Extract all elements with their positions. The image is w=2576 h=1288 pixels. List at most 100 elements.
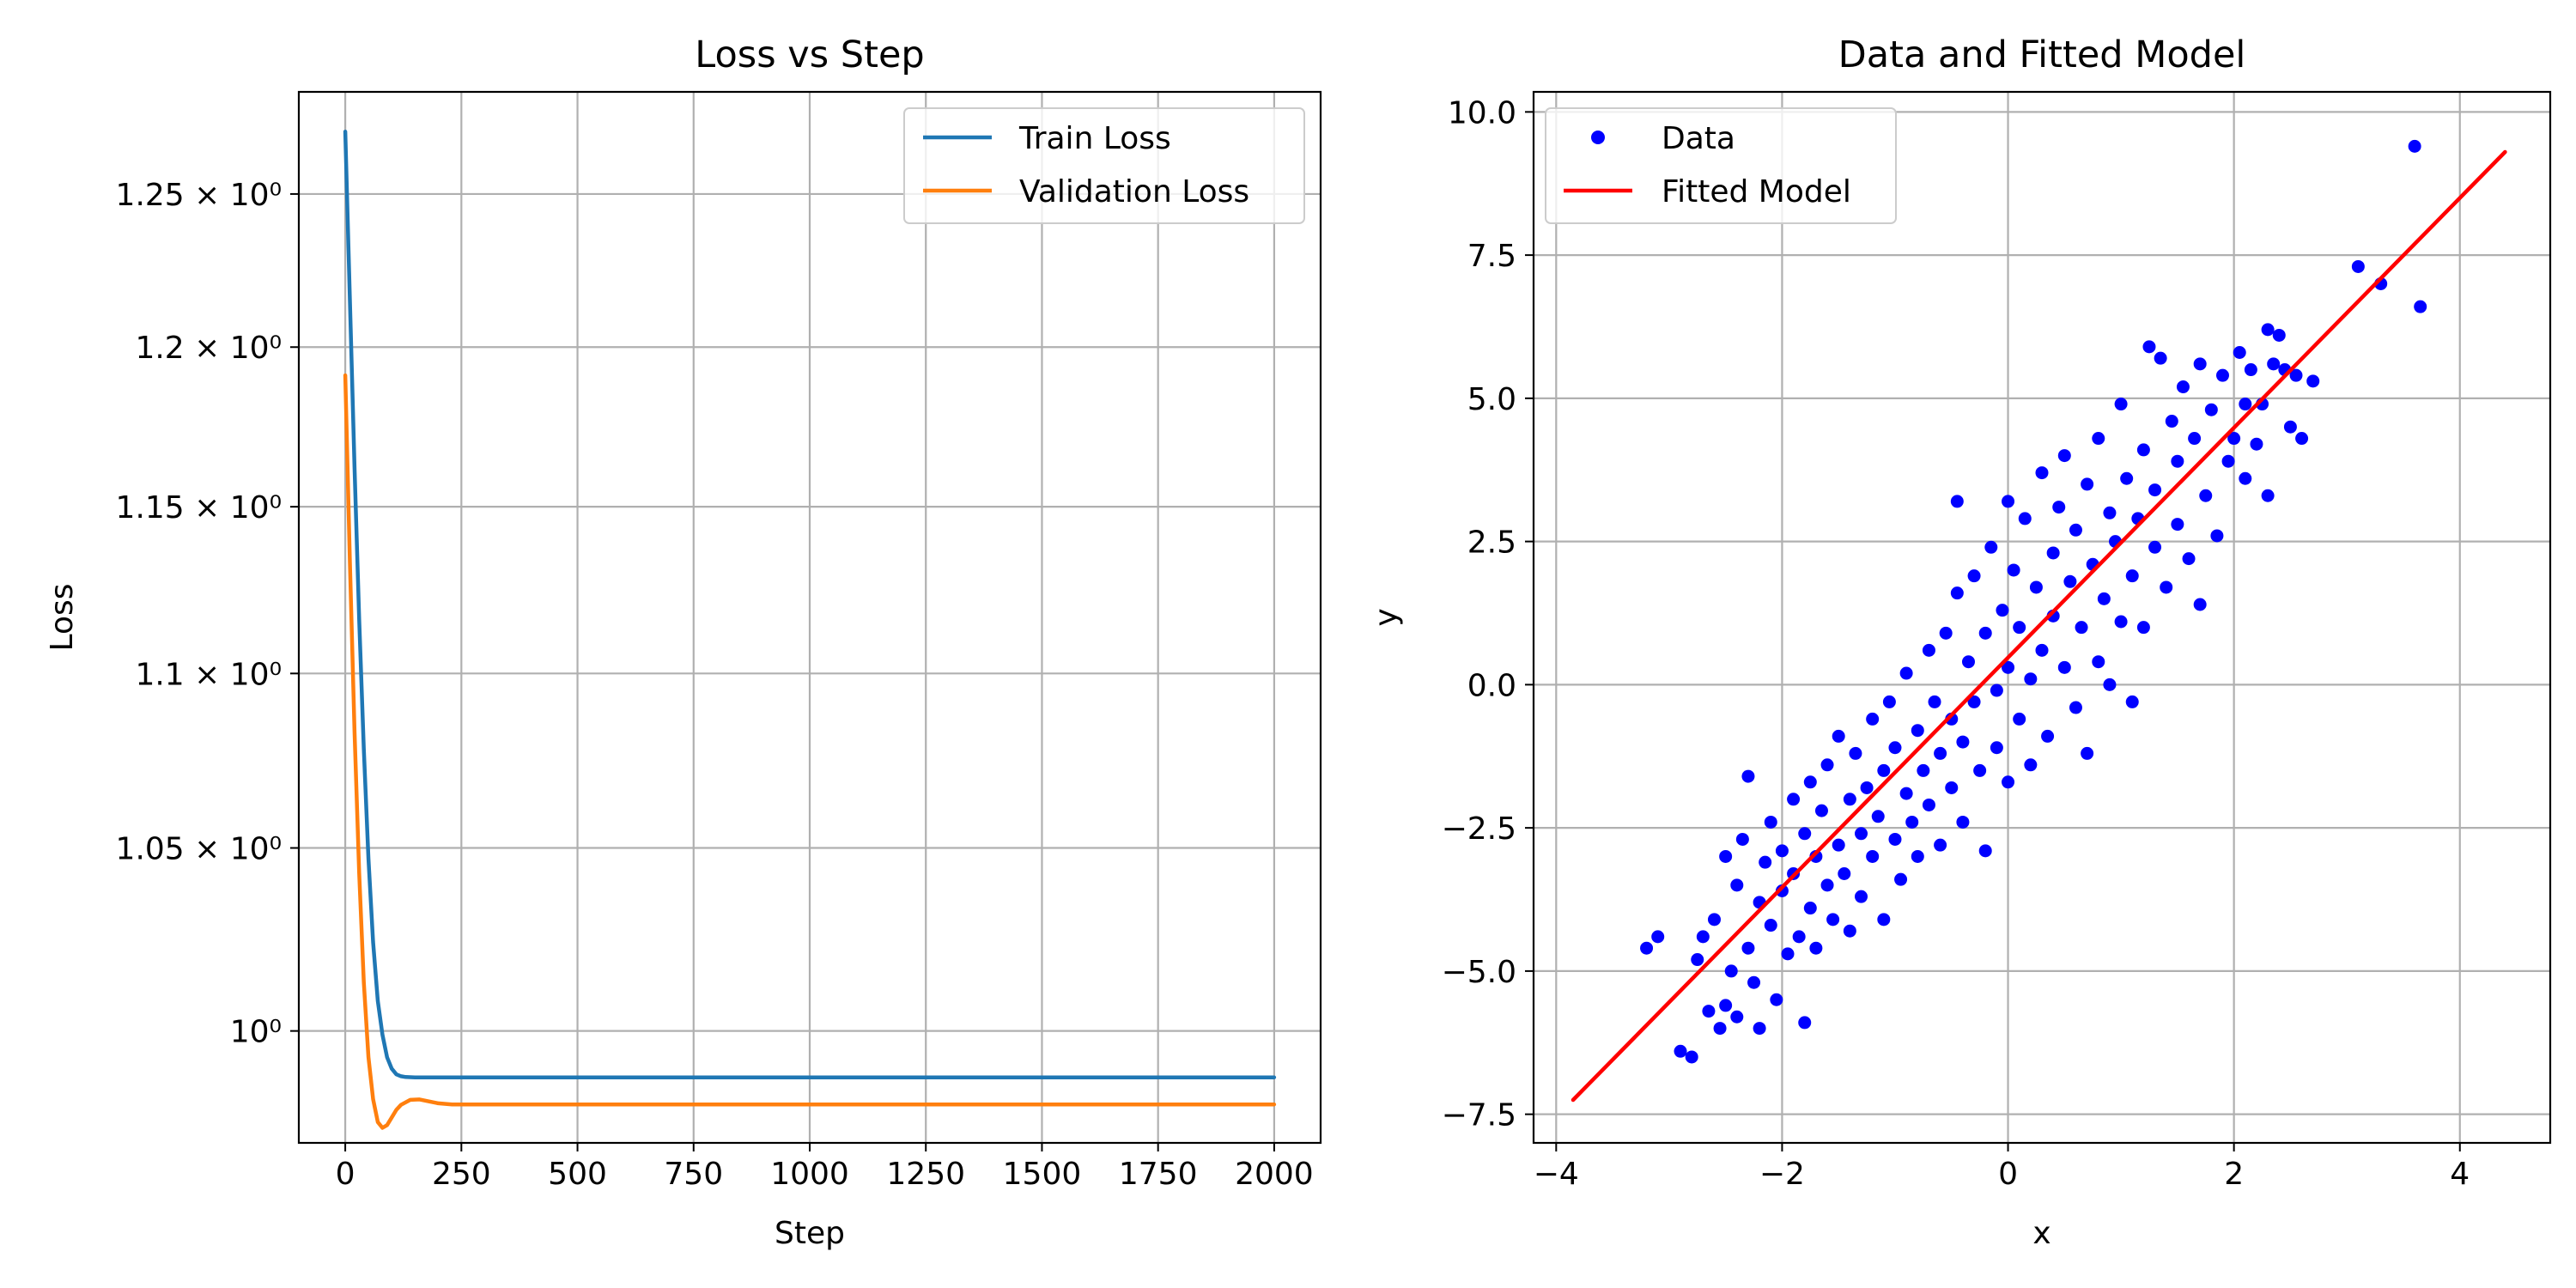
data-point <box>1735 832 1749 846</box>
loss-chart-grid <box>299 92 1321 1143</box>
data-point <box>2289 368 2303 382</box>
data-point <box>2002 495 2015 508</box>
x-tick-label: 2 <box>2224 1157 2244 1192</box>
data-point <box>2013 712 2026 726</box>
x-tick-label: 4 <box>2450 1157 2470 1192</box>
y-tick-label: 10⁰ <box>230 1015 282 1050</box>
data-point <box>2103 506 2117 519</box>
data-point <box>2233 345 2246 359</box>
train-loss-line <box>343 129 1277 1079</box>
y-tick-label: −5.0 <box>1442 955 1516 990</box>
x-tick-label: 500 <box>548 1157 607 1192</box>
data-point <box>2188 432 2202 446</box>
x-tick-label: 250 <box>432 1157 491 1192</box>
data-point <box>2063 574 2077 588</box>
data-point <box>1899 666 1913 680</box>
data-point <box>2002 660 2015 674</box>
data-point <box>1775 884 1789 898</box>
data-point <box>1905 815 1919 829</box>
loss-chart-legend-box <box>903 107 1305 224</box>
loss-chart-ylabel: Loss <box>45 584 80 652</box>
data-point <box>2148 540 2162 554</box>
data-point <box>1849 746 1862 760</box>
x-tick-label: 0 <box>336 1157 355 1192</box>
data-point <box>1843 793 1856 806</box>
data-point <box>2136 443 2150 457</box>
data-point <box>1809 941 1823 955</box>
x-tick-label: 750 <box>664 1157 723 1192</box>
loss-chart-legend: Train Loss Validation Loss <box>903 107 1305 224</box>
data-point <box>1803 775 1817 789</box>
loss-chart-series <box>343 129 1277 1130</box>
data-point <box>1730 878 1744 892</box>
loss-chart-title: Loss vs Step <box>695 33 924 76</box>
data-point <box>2097 592 2111 605</box>
data-point <box>1967 569 1981 583</box>
data-point <box>1674 1044 1687 1058</box>
data-point <box>2306 374 2320 388</box>
data-point <box>1888 832 1902 846</box>
data-point <box>2239 398 2252 411</box>
legend-fitted-model-label: Fitted Model <box>1662 174 1851 210</box>
data-point <box>1866 712 1880 726</box>
data-point <box>1820 878 1834 892</box>
data-point <box>1984 540 1998 554</box>
data-point <box>2052 501 2066 514</box>
fit-chart-legend: Data Fitted Model <box>1545 107 1897 224</box>
data-point <box>1956 735 1970 749</box>
data-point <box>1973 763 1987 777</box>
data-point <box>1950 586 1964 600</box>
data-point <box>1950 495 1964 508</box>
legend-validation-loss-label: Validation Loss <box>1019 174 1249 210</box>
legend-data-swatch <box>1591 131 1605 144</box>
data-point <box>2024 758 2038 772</box>
loss-chart-xlabel: Step <box>775 1216 845 1251</box>
x-tick-label: 1000 <box>770 1157 849 1192</box>
data-point <box>1691 953 1704 967</box>
data-point <box>2295 432 2309 446</box>
x-tick-label: −4 <box>1534 1157 1579 1192</box>
data-point <box>1855 827 1868 841</box>
data-point <box>1826 913 1840 927</box>
data-point <box>2250 437 2263 451</box>
data-point <box>1990 741 2003 755</box>
data-point <box>2120 471 2134 485</box>
data-point <box>1911 849 1924 863</box>
data-point <box>1781 947 1795 961</box>
data-point <box>2035 643 2049 657</box>
data-point <box>2239 471 2252 485</box>
data-point <box>2114 615 2128 629</box>
data-point <box>2272 328 2286 342</box>
legend-data-label: Data <box>1662 121 1735 156</box>
data-point <box>2069 701 2082 714</box>
data-point <box>1967 695 1981 708</box>
data-point <box>2199 489 2213 502</box>
data-point <box>1770 993 1783 1006</box>
y-tick-label: 1.2 × 10⁰ <box>135 331 282 366</box>
data-point <box>1871 810 1885 823</box>
data-point <box>1685 1050 1698 1064</box>
data-point <box>2261 489 2275 502</box>
data-point <box>2075 621 2088 635</box>
y-tick-label: 5.0 <box>1467 382 1516 417</box>
data-point <box>2007 563 2020 577</box>
data-point <box>2024 672 2038 686</box>
data-point <box>1775 844 1789 858</box>
data-point <box>1860 781 1874 794</box>
data-point <box>1899 787 1913 800</box>
data-point <box>2081 477 2094 491</box>
data-point <box>1866 849 1880 863</box>
y-tick-label: 1.15 × 10⁰ <box>116 490 282 526</box>
data-point <box>1888 741 1902 755</box>
x-tick-label: 1750 <box>1119 1157 1198 1192</box>
data-point <box>1764 815 1777 829</box>
fit-chart-grid <box>1534 92 2550 1143</box>
data-point <box>1764 919 1777 933</box>
y-tick-label: 1.1 × 10⁰ <box>135 657 282 692</box>
data-point <box>1877 913 1891 927</box>
data-point <box>1917 763 1930 777</box>
data-point <box>2154 351 2167 365</box>
y-tick-label: 10.0 <box>1448 95 1516 131</box>
y-tick-label: 1.05 × 10⁰ <box>116 832 282 867</box>
